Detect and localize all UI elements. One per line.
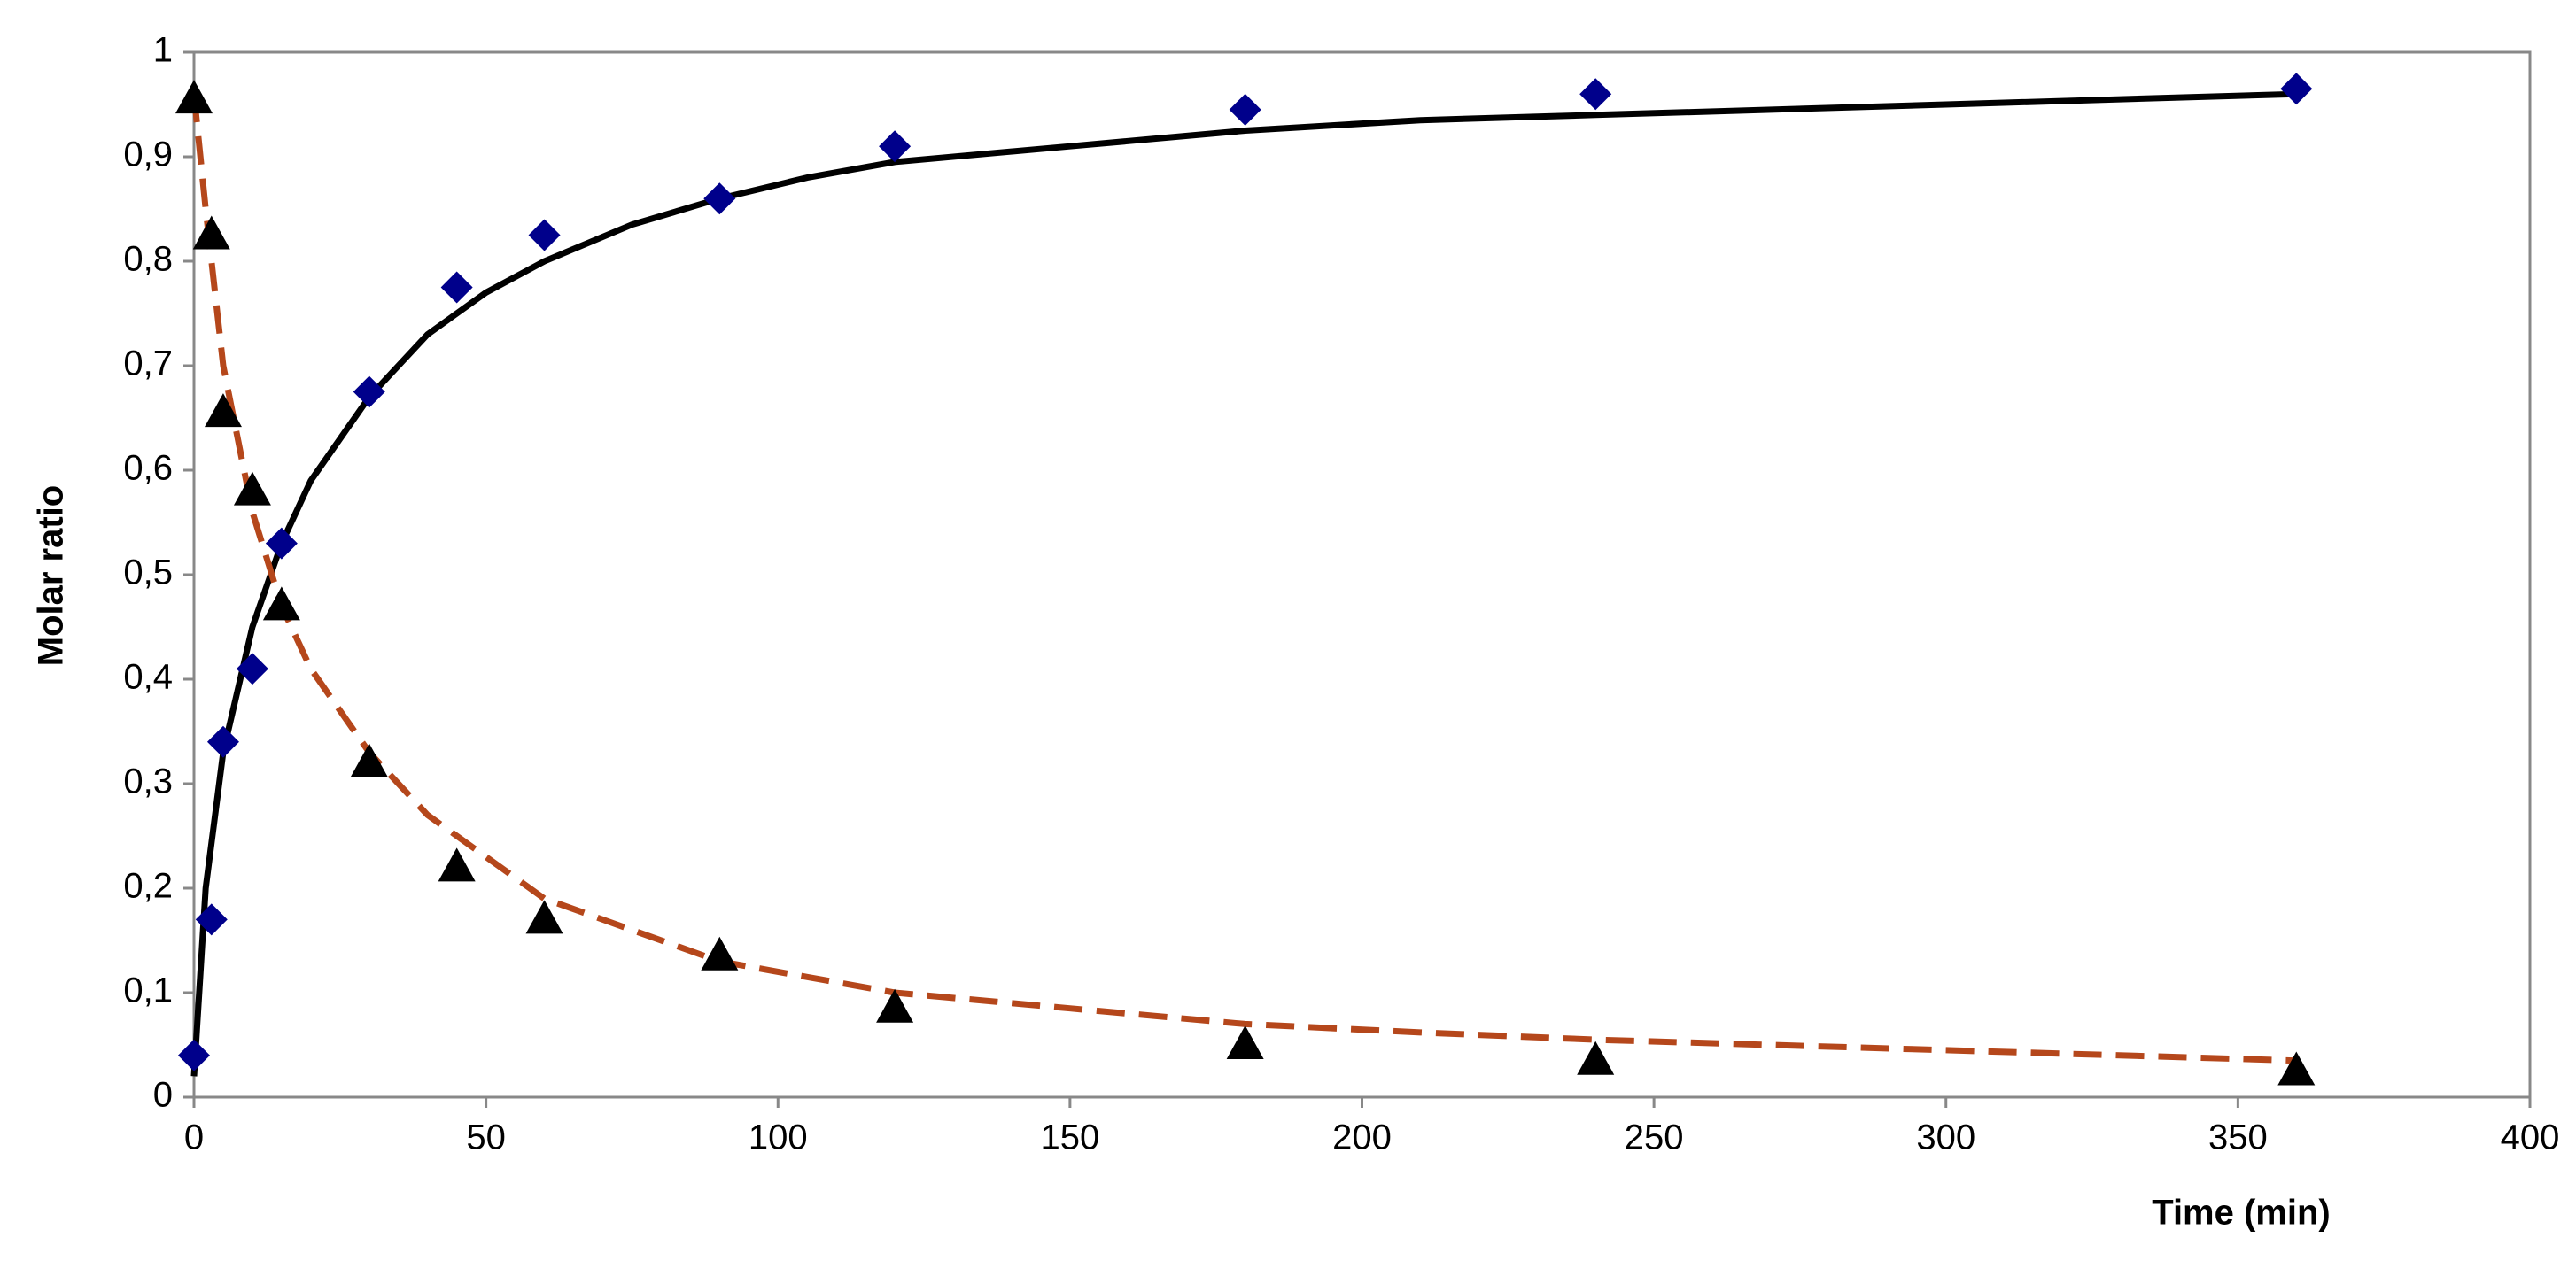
y-tick-label: 0,6 xyxy=(123,449,173,488)
fit-line xyxy=(190,93,2297,1064)
triangle-marker xyxy=(175,80,213,114)
diamond-marker xyxy=(178,1039,210,1071)
x-tick-label: 0 xyxy=(184,1118,204,1157)
x-tick-label: 50 xyxy=(466,1118,506,1157)
diamond-marker xyxy=(265,527,298,560)
diamond-marker xyxy=(353,375,385,408)
x-tick-label: 200 xyxy=(1332,1118,1392,1157)
triangle-marker xyxy=(204,393,242,428)
y-tick-label: 0,8 xyxy=(123,240,173,279)
diamond-marker xyxy=(879,130,912,163)
diamond-marker xyxy=(236,653,268,685)
x-tick-label: 400 xyxy=(2501,1118,2560,1157)
y-tick-label: 0,4 xyxy=(123,658,173,697)
x-tick-label: 300 xyxy=(1916,1118,1975,1157)
diamond-marker xyxy=(1579,78,1612,111)
x-tick-label: 100 xyxy=(749,1118,808,1157)
triangle-marker xyxy=(701,936,739,971)
y-tick-label: 0,5 xyxy=(123,553,173,592)
triangle-marker xyxy=(876,988,914,1023)
triangle-marker xyxy=(1226,1025,1264,1059)
diamond-marker xyxy=(1229,93,1261,126)
x-axis-title: Time (min) xyxy=(2152,1194,2331,1233)
y-tick-label: 0,9 xyxy=(123,135,173,174)
fit-line xyxy=(190,90,2297,1077)
triangle-marker xyxy=(2277,1051,2316,1086)
triangle-marker xyxy=(525,900,563,934)
diamond-marker xyxy=(2280,73,2313,105)
diamond-marker xyxy=(528,219,561,251)
y-tick-label: 0 xyxy=(153,1076,173,1115)
diamond-marker xyxy=(206,725,239,758)
x-tick-label: 250 xyxy=(1625,1118,1684,1157)
triangle-marker xyxy=(262,586,300,621)
triangle-marker xyxy=(438,847,476,882)
triangle-marker xyxy=(1577,1041,1615,1075)
triangle-marker xyxy=(350,743,388,777)
plot-frame xyxy=(192,50,2532,1099)
triangle-marker xyxy=(192,215,230,250)
y-tick-label: 0,3 xyxy=(123,762,173,801)
y-tick-label: 0,1 xyxy=(123,971,173,1010)
diamond-marker xyxy=(440,271,473,304)
y-tick-label: 0,7 xyxy=(123,344,173,383)
diamond-marker xyxy=(703,182,736,215)
y-axis-title: Molar ratio xyxy=(32,485,71,666)
y-tick-label: 1 xyxy=(153,31,173,70)
triangle-marker xyxy=(233,471,271,506)
diamond-marker xyxy=(195,903,228,936)
x-tick-label: 150 xyxy=(1041,1118,1100,1157)
x-tick-label: 350 xyxy=(2208,1118,2268,1157)
y-tick-label: 0,2 xyxy=(123,867,173,906)
